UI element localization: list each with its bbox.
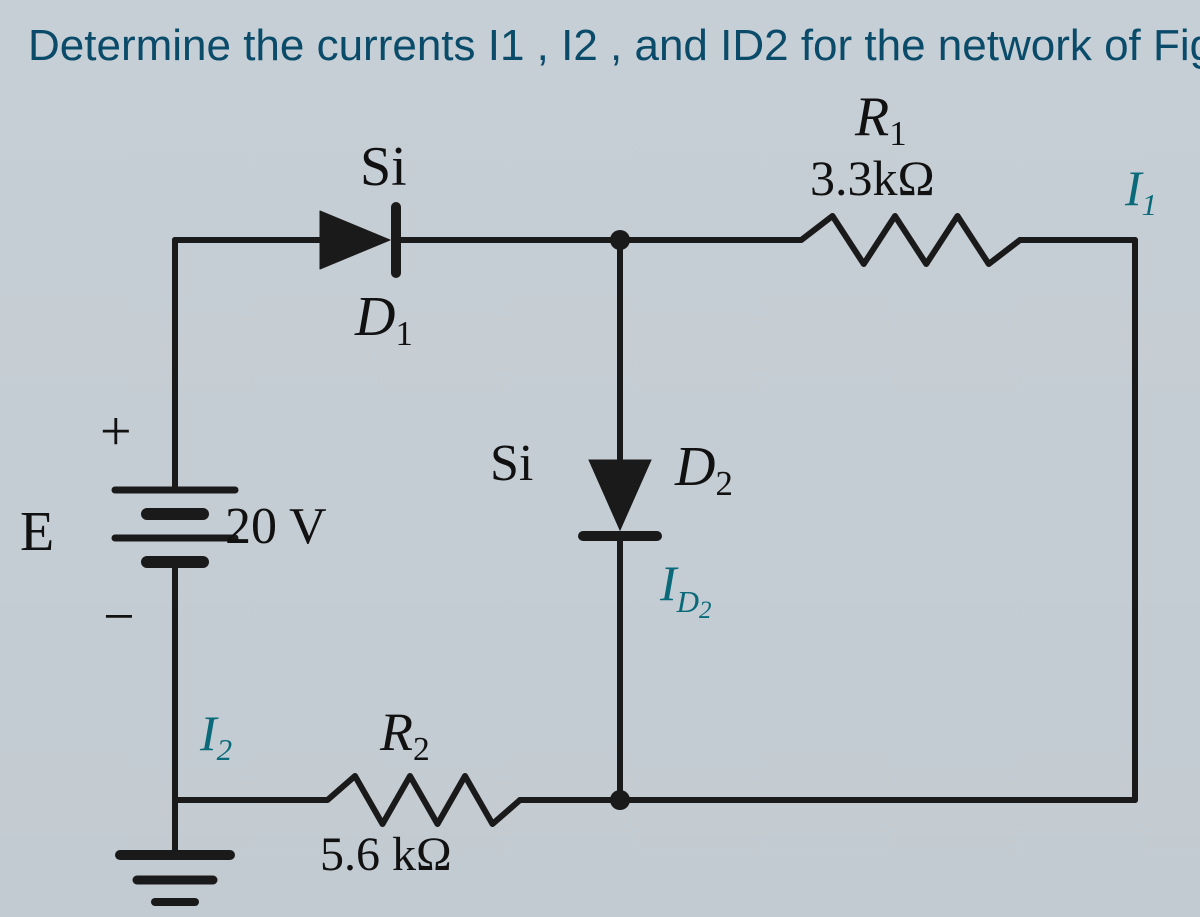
d1-ref: D1​ bbox=[354, 286, 413, 353]
wire bbox=[300, 776, 520, 824]
circuit-figure: Determine the currents I1 , I2 , and ID2… bbox=[0, 0, 1200, 917]
source-plus: + bbox=[100, 401, 132, 463]
source-value: 20 V bbox=[225, 498, 327, 555]
wire bbox=[770, 216, 1020, 264]
d2-ref: D2​ bbox=[674, 436, 733, 503]
id2-label: ID2 bbox=[659, 555, 712, 624]
r2-value: 5.6 kΩ bbox=[320, 828, 452, 881]
i2-label: I2​ bbox=[199, 705, 232, 767]
source-ref: E bbox=[20, 501, 54, 563]
question-prompt: Determine the currents I1 , I2 , and ID2… bbox=[28, 21, 1200, 70]
node-dot bbox=[610, 230, 630, 250]
wire bbox=[589, 460, 651, 530]
d2-material: Si bbox=[490, 435, 533, 492]
wire bbox=[320, 211, 390, 269]
source-minus: − bbox=[103, 586, 135, 648]
r1-ref: R1​ bbox=[854, 86, 907, 153]
node-dot bbox=[610, 790, 630, 810]
r1-value: 3.3kΩ bbox=[810, 150, 935, 206]
r2-ref: R2​ bbox=[379, 702, 430, 768]
d1-material: Si bbox=[360, 136, 407, 198]
i1-label: I1​ bbox=[1124, 160, 1157, 222]
